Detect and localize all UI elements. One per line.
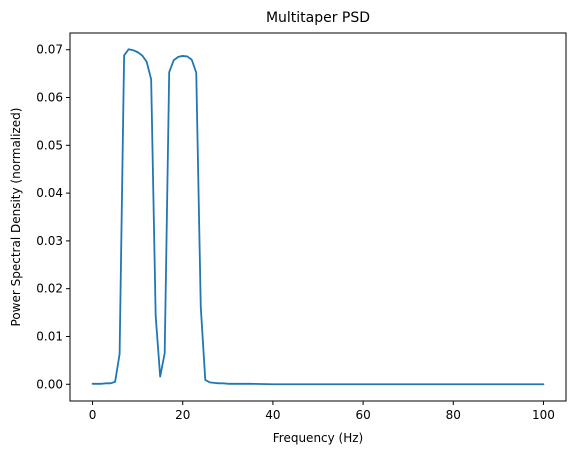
x-axis-label: Frequency (Hz) [273,431,364,445]
y-tick-label: 0.07 [36,43,63,57]
x-tick-label: 40 [265,408,280,422]
axes-frame [69,32,567,402]
x-axis: 0 20 40 60 80 100 [89,401,555,422]
y-tick-label: 0.04 [36,186,63,200]
chart-title: Multitaper PSD [266,10,370,26]
y-tick-label: 0.00 [36,377,63,391]
y-tick-label: 0.06 [36,91,63,105]
y-tick-label: 0.03 [36,234,63,248]
x-tick-label: 80 [446,408,461,422]
y-tick-label: 0.02 [36,282,63,296]
y-tick-label: 0.05 [36,138,63,152]
y-axis: 0.00 0.01 0.02 0.03 0.04 0.05 0.06 0.07 [36,43,70,391]
y-axis-label: Power Spectral Density (normalized) [9,108,23,327]
x-tick-label: 100 [532,408,555,422]
y-tick-label: 0.01 [36,329,63,343]
plot-area [69,32,567,402]
x-tick-label: 20 [175,408,190,422]
series-line-0 [91,48,545,386]
x-tick-label: 60 [355,408,370,422]
x-tick-label: 0 [89,408,97,422]
